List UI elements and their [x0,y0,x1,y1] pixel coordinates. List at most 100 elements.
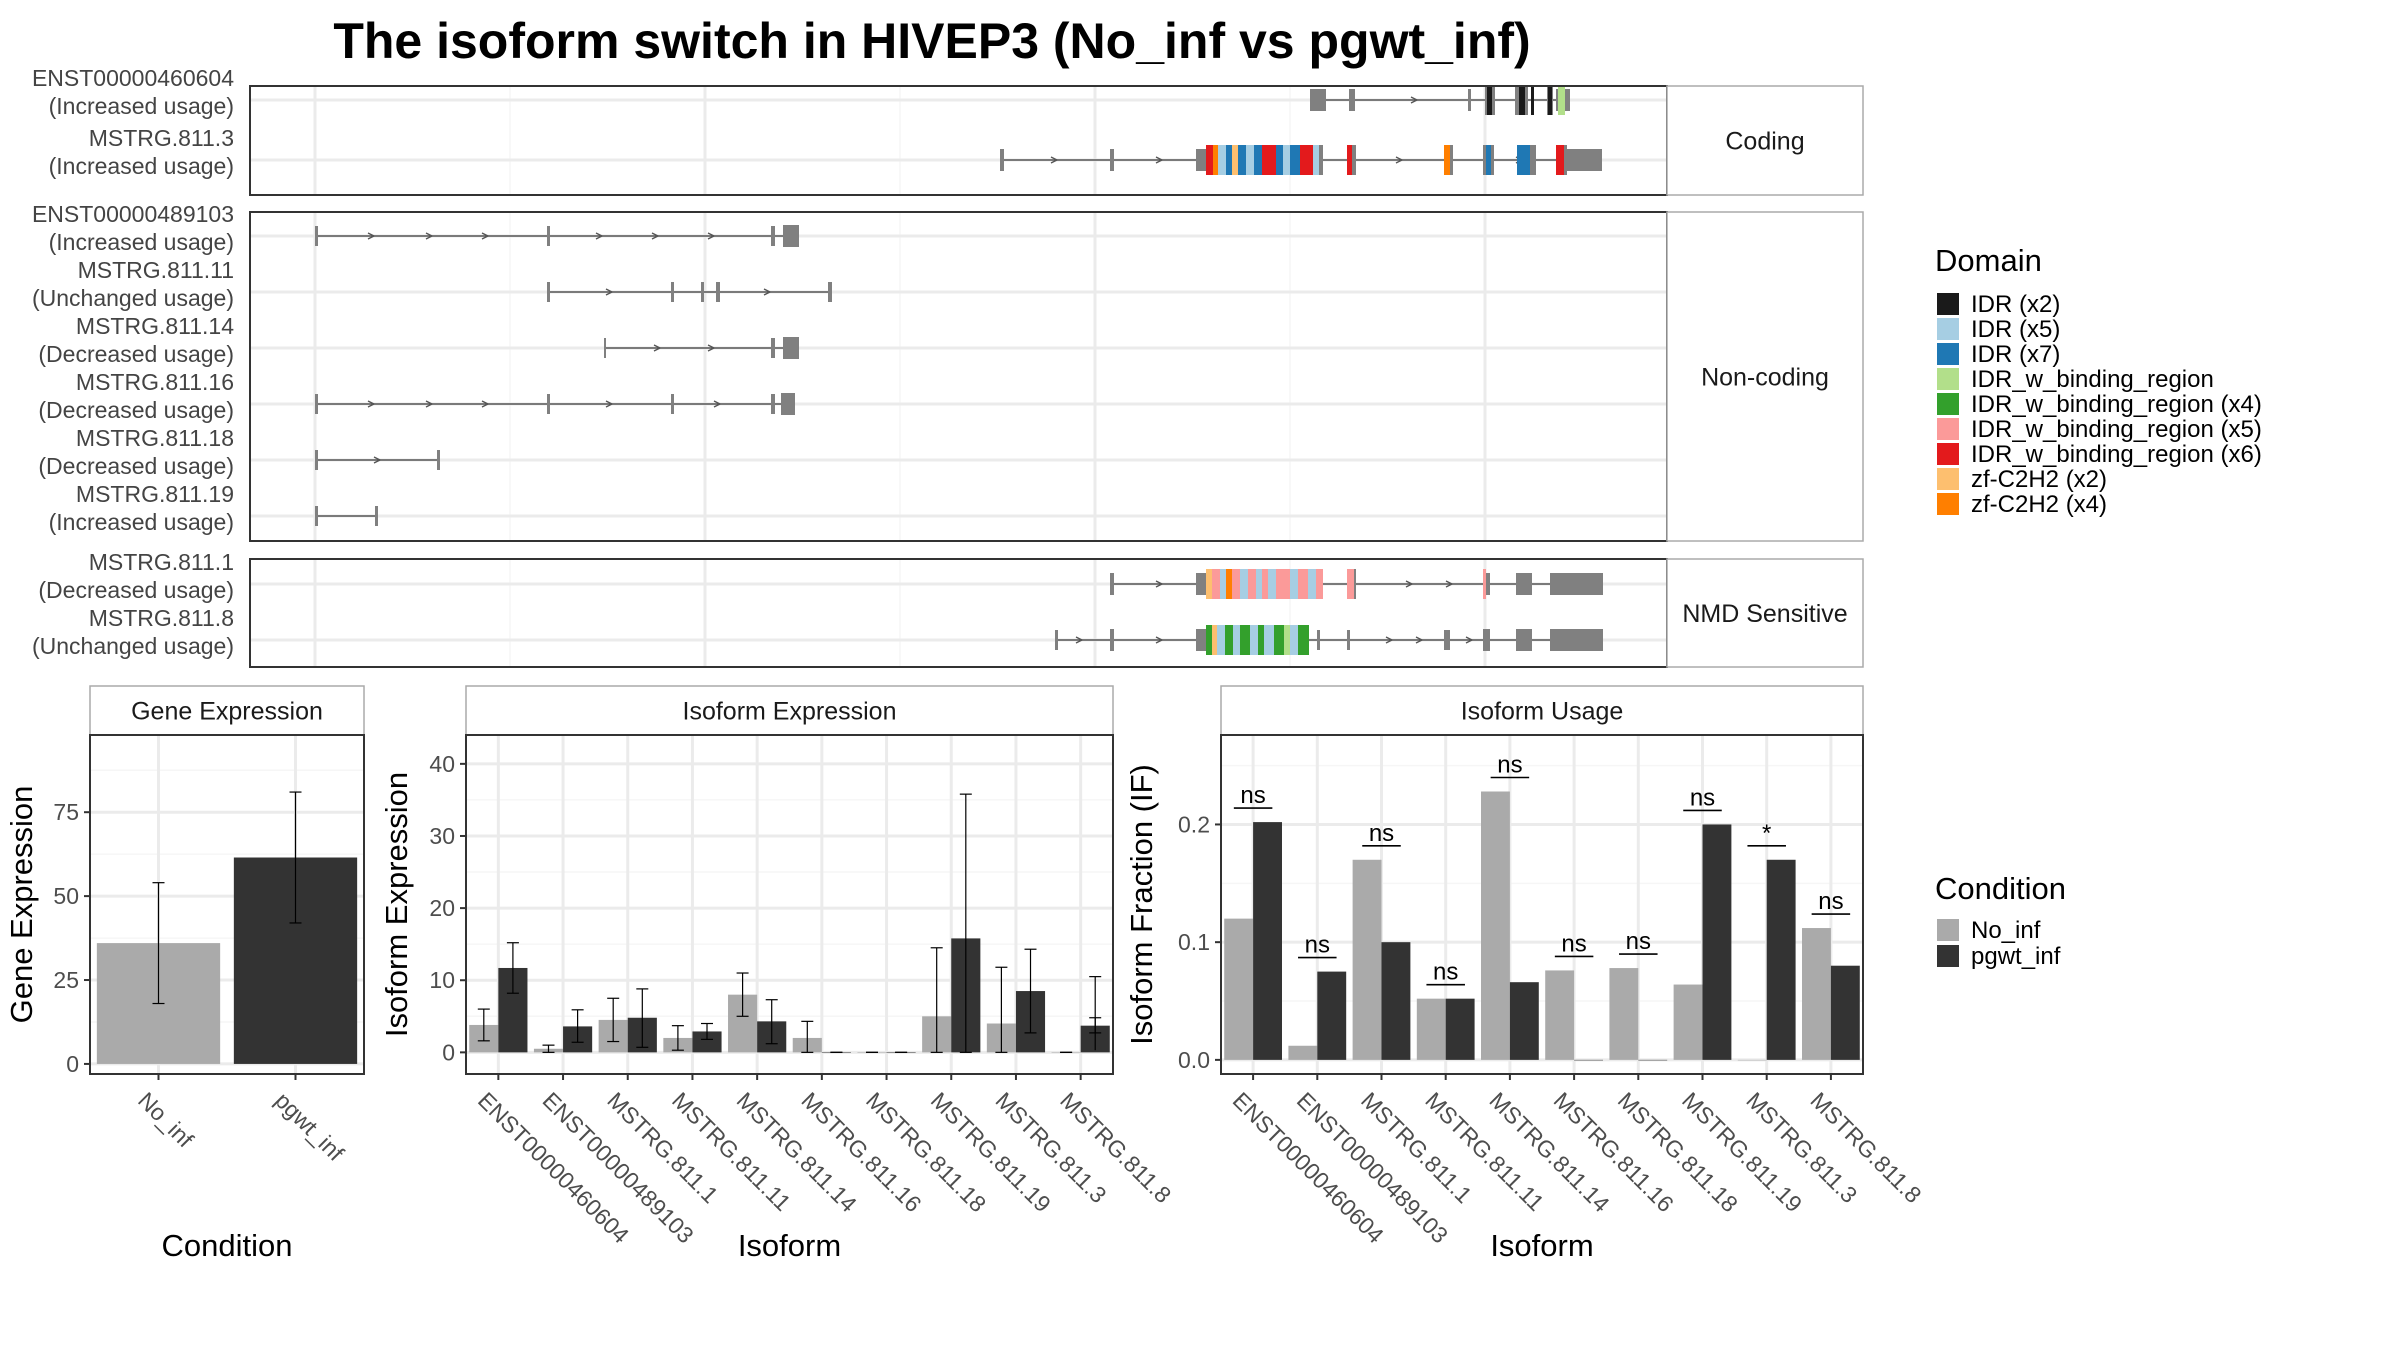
domain-block [1212,625,1217,655]
strand-arrow [1415,636,1424,644]
x-tick-label: No_inf [133,1087,199,1153]
transcript-track: MSTRG.811.16(Decreased usage) [38,369,795,423]
exon-block [1550,573,1603,595]
y-tick-label: 0.1 [1178,929,1210,955]
domain-block [1248,569,1256,599]
transcript-track: MSTRG.811.11(Unchanged usage) [32,257,832,311]
panel-border [465,734,1114,1075]
facet-strip [89,685,365,736]
facet-strip [1666,85,1864,196]
legend-label: IDR_w_binding_region (x4) [1971,391,2262,418]
exon-block [771,394,775,414]
legend-swatch [1937,293,1959,315]
significance-label: ns [1240,782,1265,809]
x-tick-label: MSTRG.811.3 [991,1087,1112,1208]
exon-block [1310,89,1326,111]
x-tick-label: MSTRG.811.8 [1055,1087,1176,1208]
exon-block [1196,629,1206,651]
transcript-track: ENST00000460604(Increased usage) [32,65,1570,119]
strand-arrow [763,288,772,296]
transcript-usage: (Unchanged usage) [32,633,234,659]
domain-block [1213,145,1218,175]
transcript-name: MSTRG.811.14 [76,313,234,339]
legend-swatch [1937,343,1959,365]
exon-block [671,394,674,414]
domain-block [1519,85,1525,115]
exon-block [1110,629,1114,651]
transcript-name: MSTRG.811.3 [89,125,234,151]
strand-arrow [1445,580,1454,588]
plot-background [466,735,1113,1074]
exon-block [1516,573,1532,595]
figure-title: The isoform switch in HIVEP3 (No_inf vs … [333,13,1530,69]
transcript-usage: (Decreased usage) [38,341,234,367]
exon-block [1196,573,1206,595]
legend-label: IDR_w_binding_region (x5) [1971,416,2262,443]
transcript-name: ENST00000489103 [32,201,234,227]
strand-arrow [481,232,490,240]
strand-arrow [1155,580,1164,588]
exon-block [701,282,704,302]
exon-block [604,338,606,358]
domain-block [1487,85,1492,115]
significance-label: ns [1433,959,1458,986]
domain-block [1264,625,1274,655]
legend-label: zf-C2H2 (x2) [1971,466,2107,493]
legend-swatch [1937,368,1959,390]
domain-block [1347,145,1352,175]
strand-arrow [707,232,716,240]
domain-block [1290,625,1298,655]
x-tick-label: pgwt_inf [270,1087,349,1166]
strand-arrow [707,344,716,352]
transcript-name: ENST00000460604 [32,65,234,91]
significance-label: ns [1497,752,1522,779]
exon-block [1550,629,1603,651]
transcript-name: MSTRG.811.8 [89,605,234,631]
exon-block [1349,89,1355,111]
exon-block [315,506,318,526]
domain-block [1225,625,1233,655]
facet-strip-label: NMD Sensitive [1682,600,1847,628]
domain-block [1240,625,1250,655]
legend-label: pgwt_inf [1971,943,2061,970]
legend-label: IDR (x7) [1971,341,2060,368]
transcript-panel: ENST00000460604(Increased usage) MSTRG.81… [32,65,1864,196]
exon-block [1347,630,1350,650]
exon-block [315,450,318,470]
transcript-name: MSTRG.811.18 [76,425,234,451]
condition-legend-title: Condition [1935,871,2066,906]
domain-block [1254,145,1262,175]
y-tick-label: 20 [429,895,455,921]
legend-swatch [1937,945,1959,967]
y-tick-label: 0 [442,1039,455,1065]
x-axis-title: Condition [162,1228,293,1263]
bar [1253,822,1282,1060]
domain-legend-title: Domain [1935,243,2042,278]
exon-block [315,394,318,414]
domain-block [1558,85,1565,115]
transcript-panel: MSTRG.811.1(Decreased usage)MSTRG.811.8(… [32,549,1864,668]
domain-block [1268,569,1276,599]
domain-block [1206,145,1213,175]
bar [1416,998,1446,1060]
isoform-expression-chart: Isoform Expression010203040ENST000004606… [379,685,1176,1263]
transcript-usage: (Decreased usage) [38,577,234,603]
exon-block [547,282,550,302]
y-tick-label: 10 [429,967,455,993]
strand-arrow [481,400,490,408]
strand-arrow [367,232,376,240]
strand-arrow [1155,636,1164,644]
legend-swatch [1937,468,1959,490]
strand-arrow [595,232,604,240]
strand-arrow [1155,156,1164,164]
y-tick-label: 40 [429,751,455,777]
domain-block [1262,569,1268,599]
bar [1381,942,1411,1060]
domain-block [1276,145,1283,175]
transcript-track: MSTRG.811.19(Increased usage) [49,481,378,535]
bar [1638,1059,1668,1061]
transcript-name: MSTRG.811.11 [78,257,234,283]
panel-background [250,559,1667,667]
exon-block [547,226,550,246]
